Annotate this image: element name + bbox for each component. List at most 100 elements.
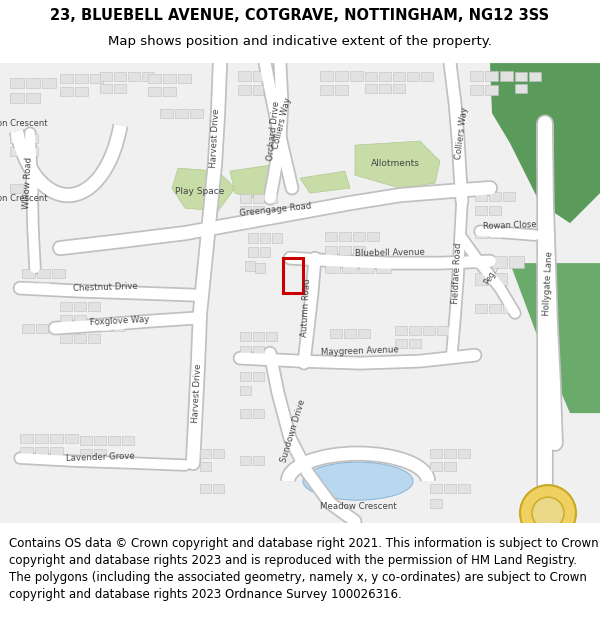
Bar	[52, 269, 65, 278]
Bar	[200, 462, 211, 471]
Bar	[379, 72, 391, 81]
Bar	[350, 71, 363, 81]
Bar	[365, 84, 377, 93]
Text: Lavender Grove: Lavender Grove	[65, 451, 134, 463]
Bar	[240, 194, 251, 203]
Bar	[444, 462, 456, 471]
Bar	[475, 229, 487, 238]
Bar	[283, 258, 303, 293]
Bar	[213, 484, 224, 493]
Bar	[60, 74, 73, 83]
Bar	[75, 74, 88, 83]
Bar	[240, 372, 251, 381]
Bar	[393, 72, 405, 81]
Bar	[88, 334, 100, 343]
Bar	[60, 302, 72, 311]
Bar	[430, 449, 442, 458]
Bar	[114, 72, 126, 81]
Bar	[50, 434, 63, 443]
Ellipse shape	[303, 462, 413, 500]
Bar	[163, 87, 176, 96]
Circle shape	[532, 497, 564, 529]
Polygon shape	[490, 63, 600, 223]
Bar	[489, 229, 501, 238]
Bar	[20, 434, 33, 443]
Text: Fieldfare Road: Fieldfare Road	[451, 242, 463, 304]
Bar	[423, 326, 435, 335]
Bar	[475, 206, 487, 215]
Bar	[240, 409, 251, 418]
Bar	[409, 339, 421, 348]
Text: Hollygate Lane: Hollygate Lane	[542, 251, 554, 316]
Text: Allotments: Allotments	[371, 159, 419, 168]
Bar	[113, 322, 124, 331]
Bar	[26, 78, 40, 88]
Text: Harvest Drive: Harvest Drive	[191, 363, 203, 423]
Text: Colliers Way: Colliers Way	[271, 96, 293, 150]
Text: Greengage Road: Greengage Road	[239, 202, 311, 218]
Bar	[253, 456, 264, 465]
Bar	[489, 304, 501, 313]
Bar	[10, 78, 24, 88]
Bar	[367, 232, 379, 241]
Bar	[65, 434, 78, 443]
Bar	[25, 184, 38, 193]
Bar	[344, 329, 356, 338]
Bar	[260, 233, 270, 243]
Bar	[339, 232, 351, 241]
Text: Rowan Close: Rowan Close	[483, 220, 537, 231]
Bar	[190, 109, 203, 118]
Bar	[444, 484, 456, 493]
Bar	[266, 332, 277, 341]
Bar	[492, 256, 507, 268]
Bar	[240, 346, 251, 355]
Text: Foxglove Way: Foxglove Way	[90, 315, 150, 327]
Bar	[353, 246, 365, 255]
Bar	[122, 436, 134, 445]
Text: Harvest Drive: Harvest Drive	[209, 108, 221, 168]
Bar	[325, 246, 337, 255]
Bar	[430, 462, 442, 471]
Bar	[240, 386, 251, 395]
Bar	[489, 192, 501, 201]
Bar	[36, 324, 48, 333]
Bar	[114, 84, 126, 93]
Bar	[409, 326, 421, 335]
Bar	[100, 322, 111, 331]
Text: Sundown Drive: Sundown Drive	[279, 399, 307, 464]
Bar	[255, 263, 265, 273]
Bar	[339, 246, 351, 255]
Bar	[260, 247, 270, 257]
Bar	[10, 93, 24, 103]
Text: Colliers Way: Colliers Way	[454, 106, 470, 160]
Text: Willow Road: Willow Road	[22, 157, 34, 209]
Bar	[80, 436, 92, 445]
Text: Bluebell Avenue: Bluebell Avenue	[355, 248, 425, 258]
Text: Chestnut Drive: Chestnut Drive	[73, 281, 137, 292]
Bar	[175, 109, 188, 118]
Bar	[240, 219, 251, 228]
Bar	[178, 74, 191, 83]
Bar	[248, 233, 258, 243]
Bar	[320, 85, 333, 95]
Bar	[475, 273, 490, 285]
Bar	[253, 206, 264, 215]
Text: Meadow Crescent: Meadow Crescent	[320, 502, 397, 511]
Bar	[342, 261, 357, 273]
Bar	[376, 261, 391, 273]
Polygon shape	[172, 168, 235, 211]
Bar	[60, 315, 72, 324]
Bar	[485, 71, 498, 81]
Bar	[325, 232, 337, 241]
Bar	[503, 192, 515, 201]
Bar	[253, 409, 264, 418]
Bar	[94, 436, 106, 445]
Bar	[379, 84, 391, 93]
Bar	[503, 304, 515, 313]
Bar	[430, 499, 442, 508]
Bar	[500, 71, 513, 81]
Bar	[88, 302, 100, 311]
Bar	[100, 72, 112, 81]
Bar	[248, 247, 258, 257]
Bar	[335, 71, 348, 81]
